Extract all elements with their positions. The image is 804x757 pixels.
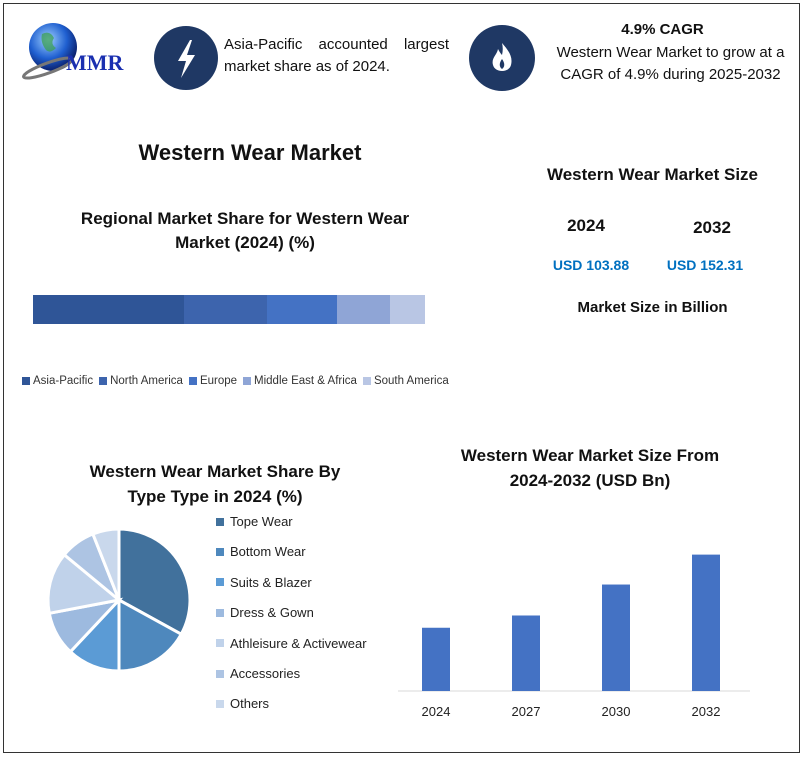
globe-icon bbox=[22, 23, 77, 80]
legend-swatch bbox=[216, 547, 224, 556]
market-size-note: Market Size in Billion bbox=[577, 299, 728, 316]
legend-swatch bbox=[216, 517, 224, 526]
regional-legend: Asia-Pacific North America Europe Middle Ea… bbox=[22, 372, 455, 390]
cagr-text: Western Wear Market to grow at a CAGR of… bbox=[556, 44, 785, 83]
legend-label: Athleisure & Activewear bbox=[230, 635, 367, 651]
legend-label: Europe bbox=[199, 375, 238, 387]
legend-item: South America bbox=[362, 375, 449, 387]
type-pie-chart bbox=[46, 527, 192, 673]
pie-slice bbox=[90, 527, 121, 601]
cagr-title: 4.9% CAGR bbox=[621, 21, 704, 38]
page-frame bbox=[3, 3, 800, 753]
market-size-value-2: USD 152.31 bbox=[666, 257, 744, 273]
pie-legend-item: Dress & Gown bbox=[216, 605, 314, 620]
market-size-bar-chart: 2024 2027 2030 2032 bbox=[398, 554, 750, 719]
market-size-year-1: 2024 bbox=[567, 216, 605, 235]
legend-swatch bbox=[216, 639, 224, 648]
x-tick-label: 2032 bbox=[692, 704, 721, 719]
bar-2024 bbox=[422, 627, 450, 691]
stack-segment-south-america bbox=[390, 295, 425, 324]
legend-swatch bbox=[22, 377, 30, 385]
pie-chart-title: Western Wear Market Share By Type Type i… bbox=[89, 462, 341, 506]
pie-slice bbox=[117, 597, 184, 673]
mmr-logo: MMR bbox=[18, 20, 138, 80]
legend-item: Middle East & Africa bbox=[243, 375, 357, 387]
market-size-year-2: 2032 bbox=[693, 218, 731, 237]
highlight-text: Asia-Pacific accounted largest market sh… bbox=[224, 36, 449, 75]
market-size-title: Western Wear Market Size bbox=[546, 165, 758, 184]
legend-label: Bottom Wear bbox=[230, 544, 306, 560]
x-tick-label: 2030 bbox=[602, 704, 631, 719]
legend-swatch bbox=[216, 669, 224, 678]
legend-label: Tope Wear bbox=[230, 514, 293, 529]
lightning-icon bbox=[154, 26, 218, 90]
regional-stacked-bar bbox=[33, 295, 425, 324]
legend-label: Accessories bbox=[230, 666, 301, 681]
legend-item: Asia-Pacific bbox=[22, 375, 93, 387]
pie-legend-item: Athleisure & Activewear bbox=[216, 636, 367, 651]
legend-label: Asia-Pacific bbox=[33, 375, 94, 387]
stack-segment-middle-east-africa bbox=[337, 295, 391, 324]
stack-segment-europe bbox=[267, 295, 338, 324]
legend-label: Others bbox=[230, 696, 270, 712]
legend-label: Suits & Blazer bbox=[230, 574, 312, 590]
stack-segment-asia-pacific bbox=[33, 295, 184, 324]
legend-label: South America bbox=[373, 375, 449, 387]
regional-chart-title: Regional Market Share for Western Wear M… bbox=[80, 209, 410, 252]
market-size-value-1: USD 103.88 bbox=[552, 257, 630, 273]
legend-label: Middle East & Africa bbox=[254, 375, 357, 387]
legend-item: Europe bbox=[188, 375, 238, 387]
pie-legend-item: Bottom Wear bbox=[216, 544, 306, 559]
bar-2027 bbox=[512, 615, 540, 691]
legend-item: North America bbox=[99, 375, 183, 387]
pie-legend-item: Tope Wear bbox=[216, 514, 293, 529]
pie-legend-item: Others bbox=[216, 696, 269, 711]
legend-swatch bbox=[188, 377, 197, 385]
flame-icon bbox=[469, 25, 535, 91]
legend-swatch bbox=[362, 377, 371, 385]
pie-slice bbox=[117, 527, 192, 637]
legend-swatch bbox=[216, 578, 224, 587]
legend-swatch bbox=[216, 608, 224, 617]
x-tick-label: 2027 bbox=[512, 704, 541, 719]
legend-label: Dress & Gown bbox=[230, 605, 314, 621]
logo-text: MMR bbox=[66, 50, 124, 75]
main-title: Western Wear Market bbox=[138, 140, 362, 165]
legend-swatch bbox=[243, 377, 252, 385]
bar-2030 bbox=[602, 584, 630, 691]
bar-2032 bbox=[692, 554, 720, 691]
pie-legend-item: Suits & Blazer bbox=[216, 575, 312, 590]
legend-swatch bbox=[216, 699, 224, 708]
legend-label: North America bbox=[110, 375, 183, 387]
pie-legend-item: Accessories bbox=[216, 666, 300, 681]
stack-segment-north-america bbox=[183, 295, 267, 324]
bar-chart-title: Western Wear Market Size From 2024-2032 … bbox=[460, 446, 720, 490]
x-tick-label: 2024 bbox=[422, 704, 451, 719]
legend-swatch bbox=[99, 377, 108, 385]
